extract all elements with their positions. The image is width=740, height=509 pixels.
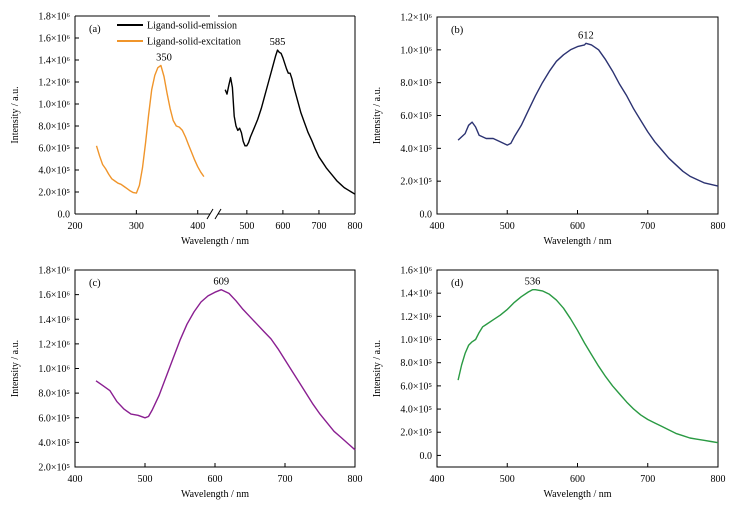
y-tick-label: 6.0×10⁵ [400, 111, 432, 122]
chart-panel-c: 400 500 600 700 800 2.0×10⁵ 4.0×10⁵ 6.0×10⁵ 8.0×… [10, 266, 363, 501]
x-axis-label: Wavelength / nm [543, 236, 611, 247]
x-tick-label: 600 [570, 221, 585, 232]
x-tick-label: 600 [275, 221, 290, 232]
peak-label: 612 [578, 30, 594, 41]
series-line-spectrum [457, 289, 719, 444]
y-tick-label: 2.0×10⁵ [400, 177, 432, 188]
y-tick-label: 2.0×10⁵ [400, 428, 432, 439]
y-tick-label: 1.2×10⁶ [38, 78, 70, 89]
plot-frame [436, 269, 719, 468]
y-tick-label: 1.2×10⁶ [400, 13, 432, 24]
y-tick-label: 0.0 [420, 210, 433, 221]
x-tick-label: 700 [278, 474, 293, 485]
panel-label: (b) [451, 25, 464, 36]
x-axis-label: Wavelength / nm [181, 236, 249, 247]
x-tick-label: 600 [208, 474, 223, 485]
axis-break-mark [206, 208, 214, 220]
y-tick-label: 8.0×10⁵ [38, 389, 70, 400]
y-tick-label: 0.0 [58, 210, 71, 221]
y-tick-label: 1.0×10⁶ [400, 335, 432, 346]
series-line-ligand-solid-excitation [95, 64, 205, 194]
y-tick-label: 1.8×10⁶ [38, 12, 70, 23]
y-tick-label: 1.4×10⁶ [38, 56, 70, 67]
chart-panel-a: 200 300 400 500 600 700 800 0.0 2.0×10⁵ 4.0×10⁵ 6.… [10, 12, 363, 248]
peak-label: 536 [525, 277, 541, 288]
y-tick-label: 4.0×10⁵ [400, 405, 432, 416]
y-tick-label: 0.0 [420, 451, 433, 462]
x-tick-label: 400 [430, 221, 445, 232]
peak-label: 350 [156, 53, 172, 64]
y-tick-label: 8.0×10⁵ [38, 122, 70, 133]
x-tick-label: 400 [430, 474, 445, 485]
peak-label: 585 [270, 37, 286, 48]
x-tick-label: 300 [129, 221, 144, 232]
x-tick-label: 800 [711, 221, 726, 232]
x-tick-label: 700 [640, 221, 655, 232]
y-axis-label: Intensity / a.u. [372, 340, 383, 397]
panel-label: (d) [451, 278, 464, 289]
x-tick-label: 500 [500, 474, 515, 485]
series-line-spectrum [457, 42, 719, 187]
y-tick-label: 1.0×10⁶ [400, 45, 432, 56]
y-tick-label: 1.4×10⁶ [400, 289, 432, 300]
y-tick-label: 2.0×10⁵ [38, 463, 70, 474]
x-tick-label: 500 [500, 221, 515, 232]
x-tick-label: 800 [348, 221, 363, 232]
y-tick-label: 1.0×10⁶ [38, 100, 70, 111]
chart-panel-b: 400 500 600 700 800 0.0 2.0×10⁵ 4.0×10⁵ 6.0×10⁵ 8… [372, 13, 726, 248]
y-tick-label: 4.0×10⁵ [38, 438, 70, 449]
y-axis-label: Intensity / a.u. [10, 340, 21, 397]
x-tick-label: 400 [68, 474, 83, 485]
y-tick-label: 4.0×10⁵ [400, 144, 432, 155]
x-axis-label: Wavelength / nm [181, 489, 249, 500]
plot-frame [74, 269, 356, 468]
y-tick-label: 6.0×10⁵ [38, 413, 70, 424]
y-tick-label: 1.6×10⁶ [400, 266, 432, 277]
chart-panel-d: 400 500 600 700 800 0.0 2.0×10⁵ 4.0×10⁵ 6.0×10⁵ 8… [372, 266, 726, 501]
y-tick-label: 4.0×10⁵ [38, 166, 70, 177]
y-tick-label: 1.0×10⁶ [38, 364, 70, 375]
y-axis-label: Intensity / a.u. [10, 86, 21, 143]
y-tick-label: 1.2×10⁶ [400, 312, 432, 323]
x-tick-label: 700 [640, 474, 655, 485]
y-tick-label: 8.0×10⁵ [400, 358, 432, 369]
x-axis-label: Wavelength / nm [543, 489, 611, 500]
y-tick-label: 1.6×10⁶ [38, 34, 70, 45]
y-tick-label: 6.0×10⁵ [38, 144, 70, 155]
y-tick-label: 1.4×10⁶ [38, 315, 70, 326]
y-tick-label: 6.0×10⁵ [400, 381, 432, 392]
x-tick-label: 500 [239, 221, 254, 232]
axis-break-mark [214, 208, 222, 220]
y-tick-label: 1.8×10⁶ [38, 266, 70, 277]
legend-label: Ligand-solid-emission [147, 21, 237, 32]
panel-label: (a) [89, 24, 101, 35]
y-tick-label: 2.0×10⁵ [38, 188, 70, 199]
y-axis-label: Intensity / a.u. [372, 87, 383, 144]
x-tick-label: 400 [190, 221, 205, 232]
series-line-ligand-solid-emission [224, 49, 356, 195]
legend-label: Ligand-solid-excitation [147, 37, 241, 48]
x-tick-label: 800 [348, 474, 363, 485]
x-tick-label: 600 [570, 474, 585, 485]
peak-label: 609 [213, 277, 229, 288]
y-tick-label: 1.2×10⁶ [38, 339, 70, 350]
x-tick-label: 200 [68, 221, 83, 232]
panel-label: (c) [89, 278, 101, 289]
x-tick-label: 700 [311, 221, 326, 232]
y-tick-label: 8.0×10⁵ [400, 78, 432, 89]
x-tick-label: 500 [138, 474, 153, 485]
x-tick-label: 800 [711, 474, 726, 485]
series-line-spectrum [95, 289, 356, 451]
y-tick-label: 1.6×10⁶ [38, 290, 70, 301]
